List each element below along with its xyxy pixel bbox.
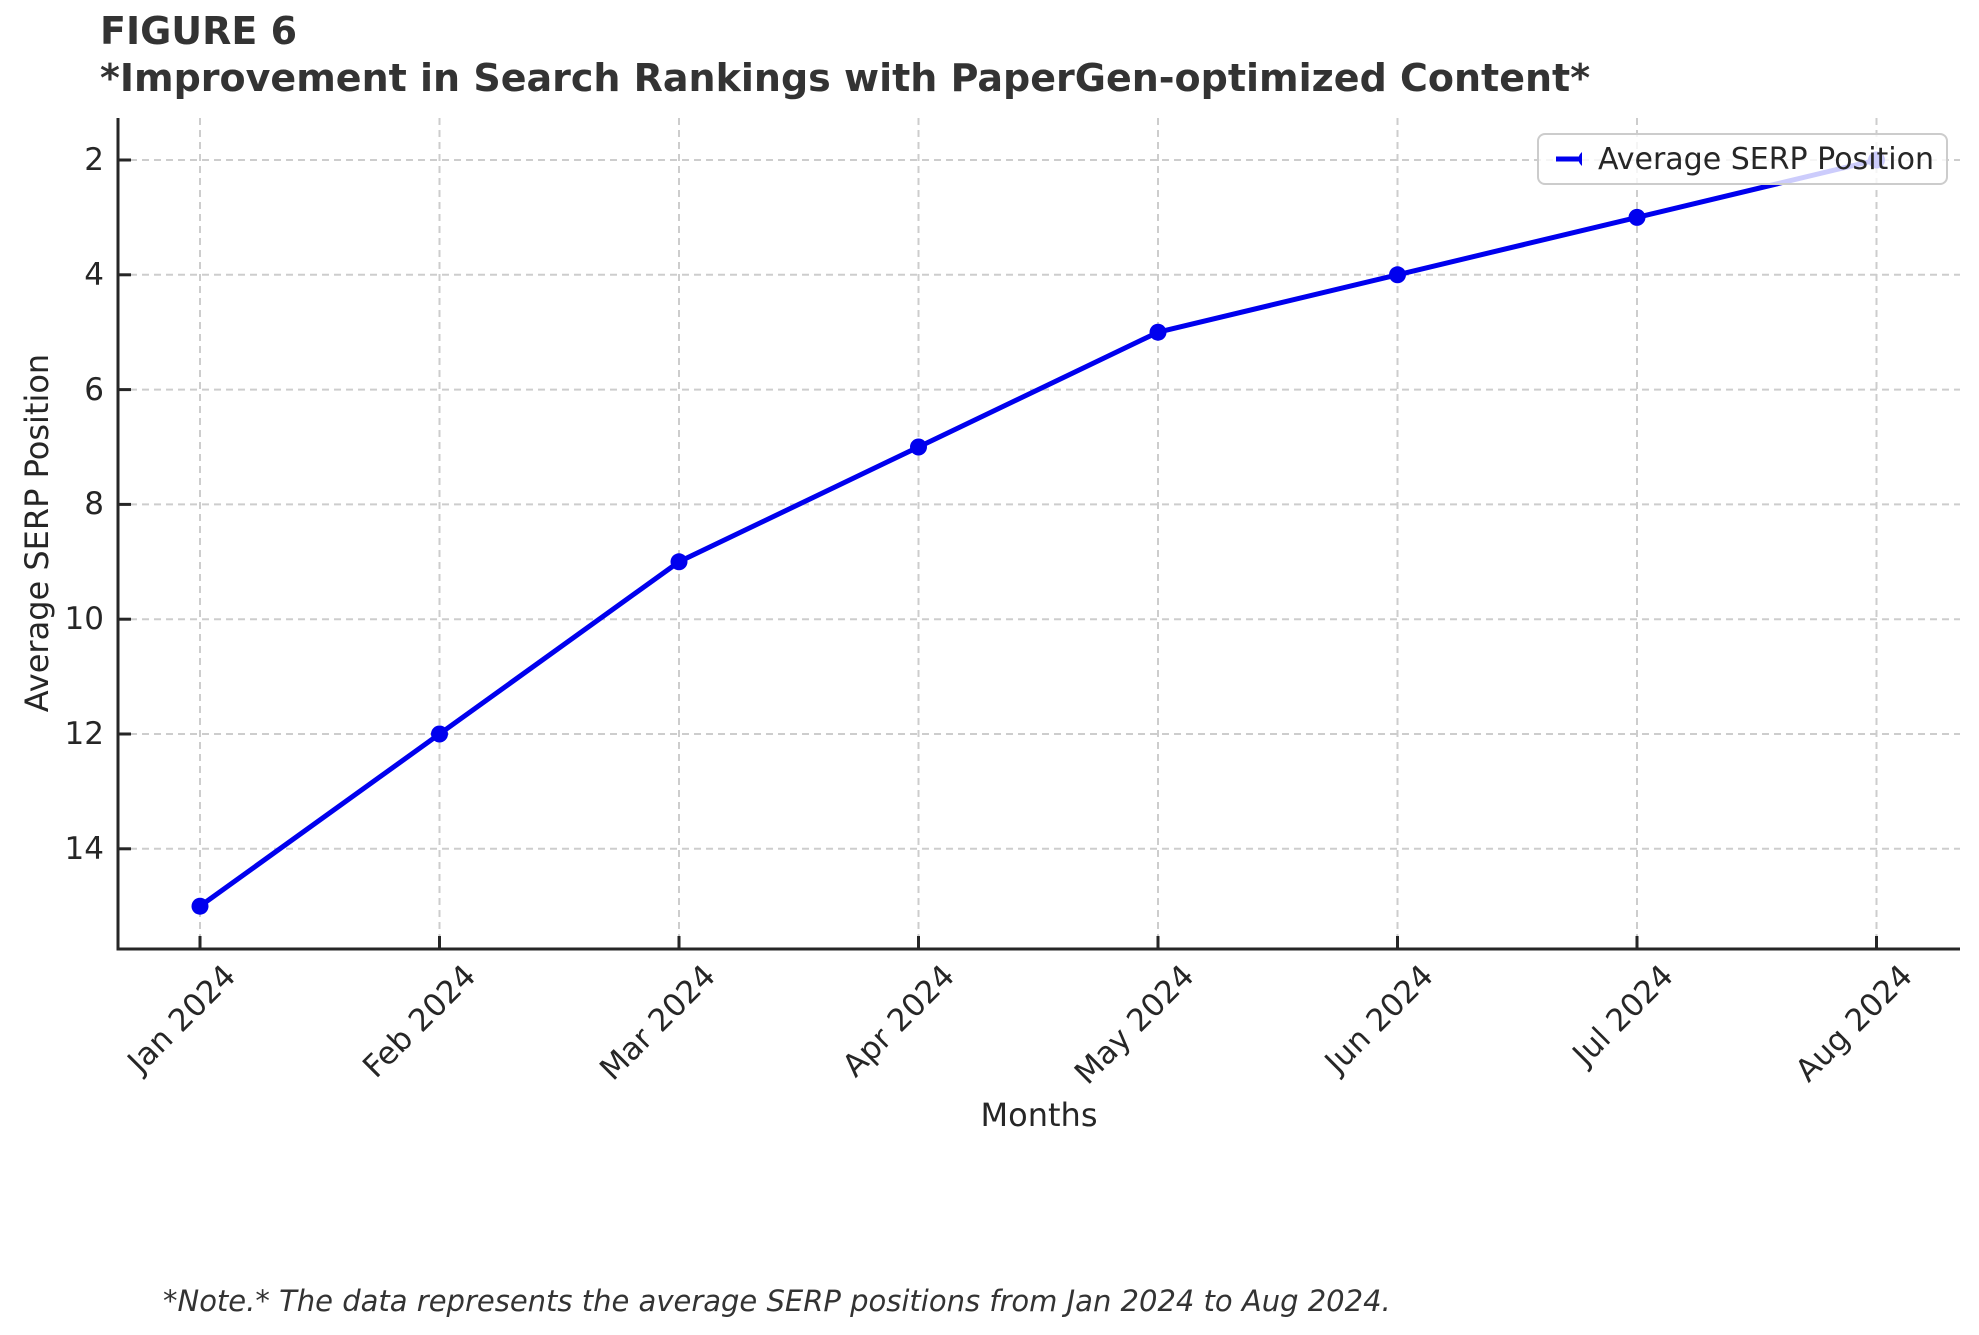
x-axis-label: Months — [980, 1096, 1098, 1134]
figure-note: *Note.* The data represents the average … — [163, 1284, 1391, 1318]
y-tick-label: 12 — [64, 716, 104, 752]
y-tick-label: 6 — [84, 371, 104, 408]
data-point — [431, 725, 448, 743]
figure-label: FIGURE 6 — [100, 9, 298, 53]
figure-header: FIGURE 6 *Improvement in Search Rankings… — [100, 8, 1590, 102]
data-point — [910, 438, 927, 456]
data-point — [1628, 208, 1646, 226]
data-point — [1389, 266, 1406, 284]
y-tick-label: 8 — [84, 486, 104, 523]
legend: Average SERP Position — [1537, 133, 1948, 185]
data-point — [1149, 323, 1167, 341]
y-tick-label: 2 — [84, 142, 104, 178]
y-tick-label: 10 — [64, 601, 104, 638]
data-point — [191, 897, 209, 915]
data-point — [670, 553, 688, 571]
y-tick-label: 4 — [84, 256, 104, 293]
y-tick-label: 14 — [64, 830, 104, 867]
legend-line-marker-icon — [1556, 152, 1582, 166]
figure-title: *Improvement in Search Rankings with Pap… — [100, 56, 1591, 100]
legend-series-label: Average SERP Position — [1597, 141, 1934, 177]
data-line — [197, 157, 1879, 909]
